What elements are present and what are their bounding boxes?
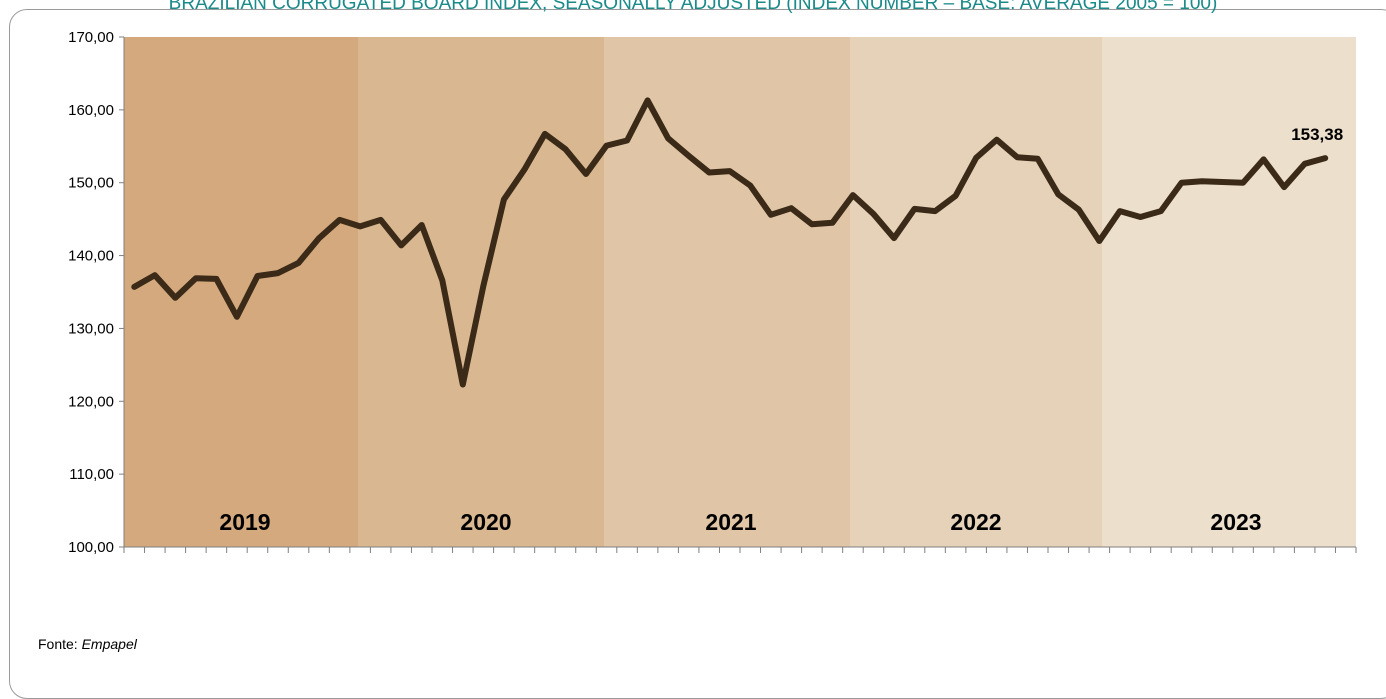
data-point xyxy=(1263,158,1265,160)
year-label-2021: 2021 xyxy=(705,509,756,535)
y-tick-label: 100,00 xyxy=(68,539,114,556)
y-tick-label: 160,00 xyxy=(68,102,114,119)
source-note: Fonte: Empapel xyxy=(38,636,137,652)
data-point xyxy=(688,155,690,157)
data-point xyxy=(811,223,813,225)
data-point xyxy=(236,316,238,318)
y-tick-label: 170,00 xyxy=(68,29,114,46)
data-point xyxy=(174,297,176,299)
data-point xyxy=(380,219,382,221)
data-point xyxy=(1078,209,1080,211)
data-point xyxy=(1119,210,1121,212)
data-point xyxy=(544,133,546,135)
data-point xyxy=(708,172,710,174)
data-point xyxy=(647,99,649,101)
data-point xyxy=(1222,181,1224,183)
data-point xyxy=(1139,216,1141,218)
data-point xyxy=(667,137,669,139)
data-point xyxy=(441,279,443,281)
chart-title: BRAZILIAN CORRUGATED BOARD INDEX, SEASON… xyxy=(168,0,1218,14)
year-label-2019: 2019 xyxy=(219,509,270,535)
data-point xyxy=(955,195,957,197)
data-point xyxy=(1180,182,1182,184)
data-point xyxy=(914,208,916,210)
data-point xyxy=(215,278,217,280)
data-point xyxy=(729,170,731,172)
data-point xyxy=(154,274,156,276)
data-point xyxy=(1057,193,1059,195)
data-point xyxy=(133,286,135,288)
source-label: Fonte: xyxy=(38,636,82,652)
data-point xyxy=(585,173,587,175)
data-point xyxy=(482,285,484,287)
data-point xyxy=(606,145,608,147)
last-value-label: 153,38 xyxy=(1291,125,1343,144)
data-point xyxy=(893,237,895,239)
year-label-2023: 2023 xyxy=(1210,509,1261,535)
data-point xyxy=(872,213,874,215)
data-point xyxy=(462,384,464,386)
data-point xyxy=(1304,163,1306,165)
data-point xyxy=(1242,182,1244,184)
data-point xyxy=(277,272,279,274)
data-point xyxy=(626,139,628,141)
y-tick-label: 140,00 xyxy=(68,248,114,265)
data-point xyxy=(934,210,936,212)
data-point xyxy=(1098,240,1100,242)
data-point xyxy=(400,244,402,246)
year-band-2022 xyxy=(850,37,1102,547)
y-tick-label: 130,00 xyxy=(68,320,114,337)
year-band-2019 xyxy=(124,37,358,547)
data-point xyxy=(298,262,300,264)
data-point xyxy=(831,222,833,224)
year-label-2020: 2020 xyxy=(460,509,511,535)
data-point xyxy=(359,225,361,227)
data-point xyxy=(195,277,197,279)
data-point xyxy=(1324,157,1326,159)
data-point xyxy=(975,157,977,159)
data-point xyxy=(318,237,320,239)
data-point xyxy=(996,139,998,141)
data-point xyxy=(1016,156,1018,158)
data-point xyxy=(1037,158,1039,160)
data-point xyxy=(790,207,792,209)
data-point xyxy=(339,219,341,221)
y-tick-label: 120,00 xyxy=(68,393,114,410)
year-band-2023 xyxy=(1102,37,1356,547)
year-band-2021 xyxy=(604,37,850,547)
data-point xyxy=(256,275,258,277)
data-point xyxy=(523,169,525,171)
data-point xyxy=(1283,186,1285,188)
data-point xyxy=(1201,180,1203,182)
y-tick-label: 110,00 xyxy=(69,466,114,483)
source-name: Empapel xyxy=(81,636,137,652)
data-point xyxy=(852,194,854,196)
year-label-2022: 2022 xyxy=(950,509,1001,535)
data-point xyxy=(564,148,566,150)
data-point xyxy=(1160,210,1162,212)
data-point xyxy=(503,198,505,200)
data-point xyxy=(770,214,772,216)
data-point xyxy=(749,185,751,187)
y-tick-label: 150,00 xyxy=(68,175,114,192)
data-point xyxy=(421,224,423,226)
